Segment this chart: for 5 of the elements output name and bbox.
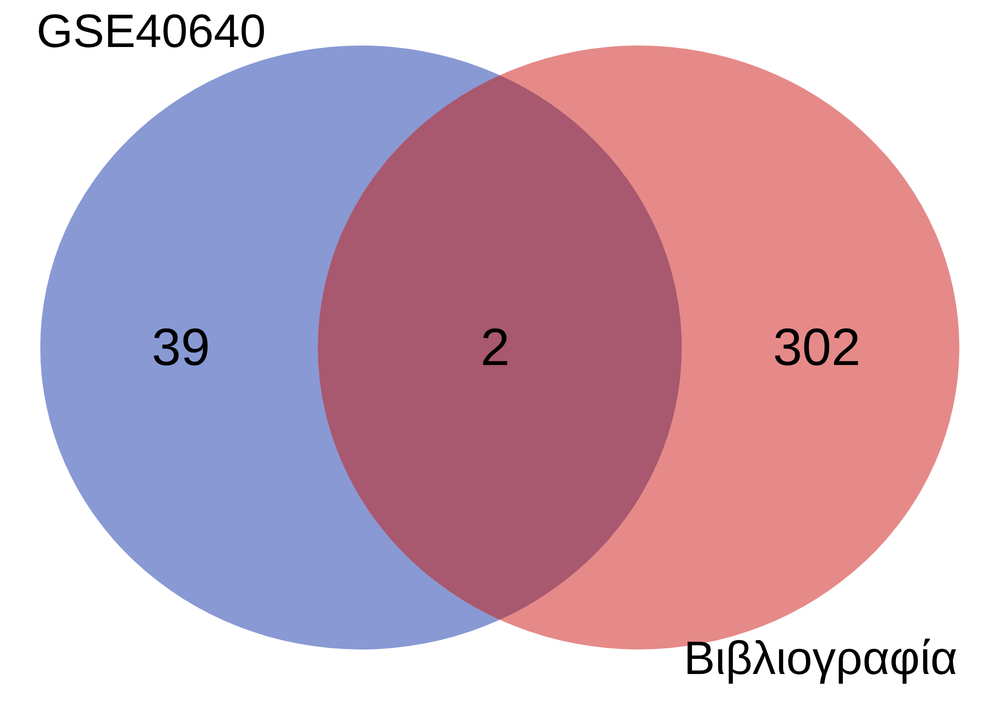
- data-label: 302: [773, 318, 861, 377]
- data-label: 39: [152, 318, 210, 377]
- text: Βιβλιογραφία: [684, 632, 958, 684]
- data-label: 2: [480, 318, 510, 377]
- text: GSE40640: [36, 5, 266, 58]
